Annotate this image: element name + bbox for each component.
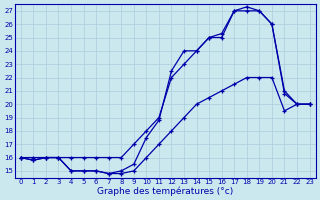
X-axis label: Graphe des températures (°c): Graphe des températures (°c) [97,186,233,196]
